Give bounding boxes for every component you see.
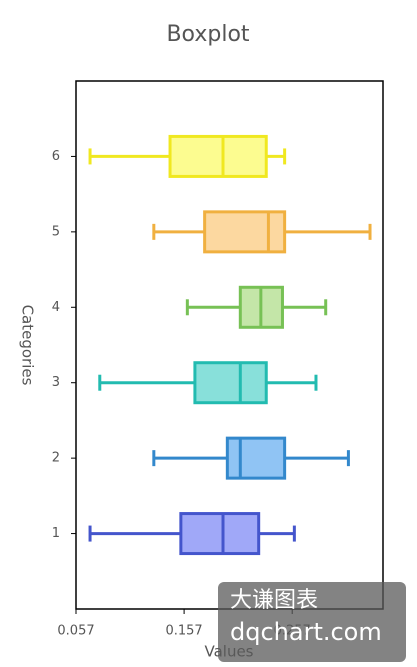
y-tick-label: 4 bbox=[52, 300, 60, 315]
y-tick-label: 5 bbox=[52, 224, 60, 239]
y-tick-label: 6 bbox=[52, 149, 60, 164]
chart-title: Boxplot bbox=[166, 22, 249, 47]
x-tick-label: 0.157 bbox=[165, 624, 202, 639]
watermark-bg bbox=[218, 582, 406, 662]
y-tick-label: 1 bbox=[52, 526, 60, 541]
y-axis-label: Categories bbox=[19, 305, 37, 386]
box bbox=[225, 436, 287, 480]
x-tick-label: 0.057 bbox=[57, 624, 94, 639]
y-tick-label: 3 bbox=[52, 375, 60, 390]
box bbox=[179, 512, 261, 556]
box bbox=[203, 210, 287, 254]
box bbox=[168, 134, 268, 178]
box bbox=[193, 361, 268, 405]
y-tick-label: 2 bbox=[52, 451, 60, 466]
watermark: 大谦图表 bbox=[230, 588, 318, 613]
watermark: dqchart.com bbox=[230, 618, 382, 646]
